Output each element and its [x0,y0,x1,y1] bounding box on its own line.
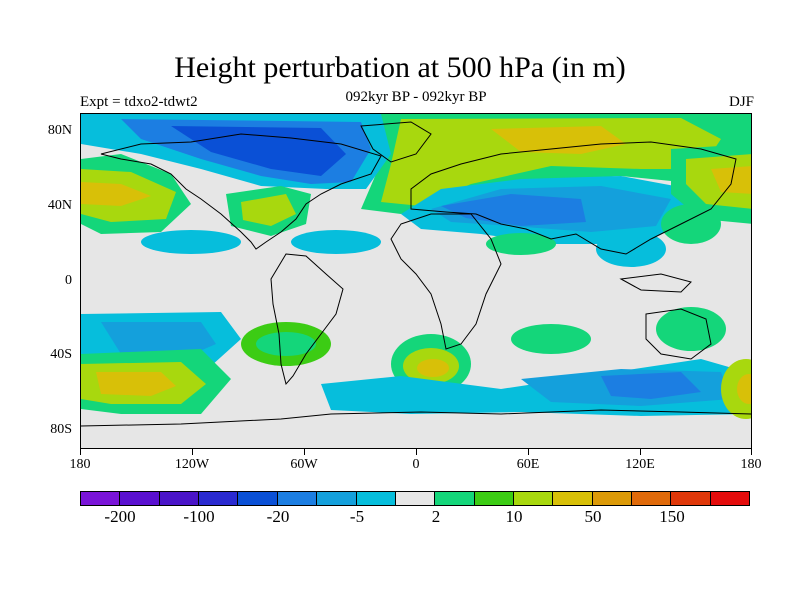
coast-indonesia [619,273,692,293]
field-se-yellow [721,359,751,419]
field-trop-4 [486,233,556,255]
map-svg [81,114,751,427]
lon-label-180w: 180 [69,457,91,472]
coastlines [81,121,751,427]
map-plot-area [80,113,752,449]
colorbar-label: 150 [659,507,685,526]
coast-greenland [360,121,432,163]
colorbar-box [671,492,711,505]
field-aus-green [656,307,726,351]
field-arctic-ridge-core [491,126,626,154]
colorbar-box [435,492,475,505]
chart-subtitle: 092kyr BP - 092kyr BP [345,89,487,105]
colorbar-label: -100 [183,507,215,526]
field-sp-high-core [96,372,176,396]
xtick-180e [751,449,752,455]
colorbar-label: -5 [349,507,365,526]
colorbar-label: -200 [104,507,136,526]
field-wp-high-core [711,166,751,194]
xtick-0 [416,449,417,455]
colorbar-box [474,492,514,505]
lon-label-60e: 60E [516,457,540,472]
field-trop-2 [291,230,381,254]
coast-australia [645,308,712,360]
lat-label-40s: 40S [50,347,72,362]
season-label: DJF [728,94,754,110]
coast-antarctica [81,409,751,427]
lon-label-180e: 180 [740,457,762,472]
field-trop-1 [141,230,241,254]
xtick-120e [640,449,641,455]
lat-label-40n: 40N [47,198,72,213]
contour-fields [81,114,751,419]
colorbar-box [592,492,633,505]
xtick-180w [80,449,81,455]
xtick-60w [304,449,305,455]
field-arctic-ridge-inner [381,118,721,206]
xtick-120w [192,449,193,455]
field-eu-low-core [441,194,586,226]
field-sa-high-inner [256,332,316,356]
colorbar-box [710,492,750,505]
field-us-high-inner [241,194,296,226]
colorbar-box [81,492,121,505]
colorbar-box [238,492,278,505]
colorbar-box [277,492,318,505]
xtick-60e [528,449,529,455]
field-trop-5 [661,204,721,244]
coast-eurasia [410,141,737,255]
coast-south-america [270,253,344,386]
colorbar-box [632,492,672,505]
colorbar-box [120,492,160,505]
lon-label-0: 0 [412,457,420,472]
coast-north-america [100,133,382,250]
lon-label-60w: 60W [290,457,318,472]
colorbar-box [395,492,436,505]
colorbar-box [317,492,357,505]
colorbar [80,491,750,506]
lon-label-120w: 120W [174,457,210,472]
field-se-core [737,374,751,404]
coast-africa [390,213,502,350]
colorbar-label: 10 [505,507,523,526]
colorbar-label: 2 [431,507,441,526]
field-np-high-core [81,182,151,206]
lat-label-80s: 80S [50,422,72,437]
colorbar-box [513,492,554,505]
colorbar-box [159,492,200,505]
colorbar-box [553,492,593,505]
lat-label-80n: 80N [47,123,72,138]
lon-label-120e: 120E [625,457,655,472]
lat-label-0: 0 [65,273,72,288]
colorbar-label: 50 [584,507,602,526]
experiment-label: Expt = tdxo2-tdwt2 [80,94,198,110]
field-satl-high-core [417,359,449,377]
colorbar-label: -20 [266,507,290,526]
field-so-low-core [601,372,701,399]
colorbar-box [199,492,239,505]
chart-title: Height perturbation at 500 hPa (in m) [174,51,626,84]
colorbar-box [356,492,396,505]
field-io-green [511,324,591,354]
